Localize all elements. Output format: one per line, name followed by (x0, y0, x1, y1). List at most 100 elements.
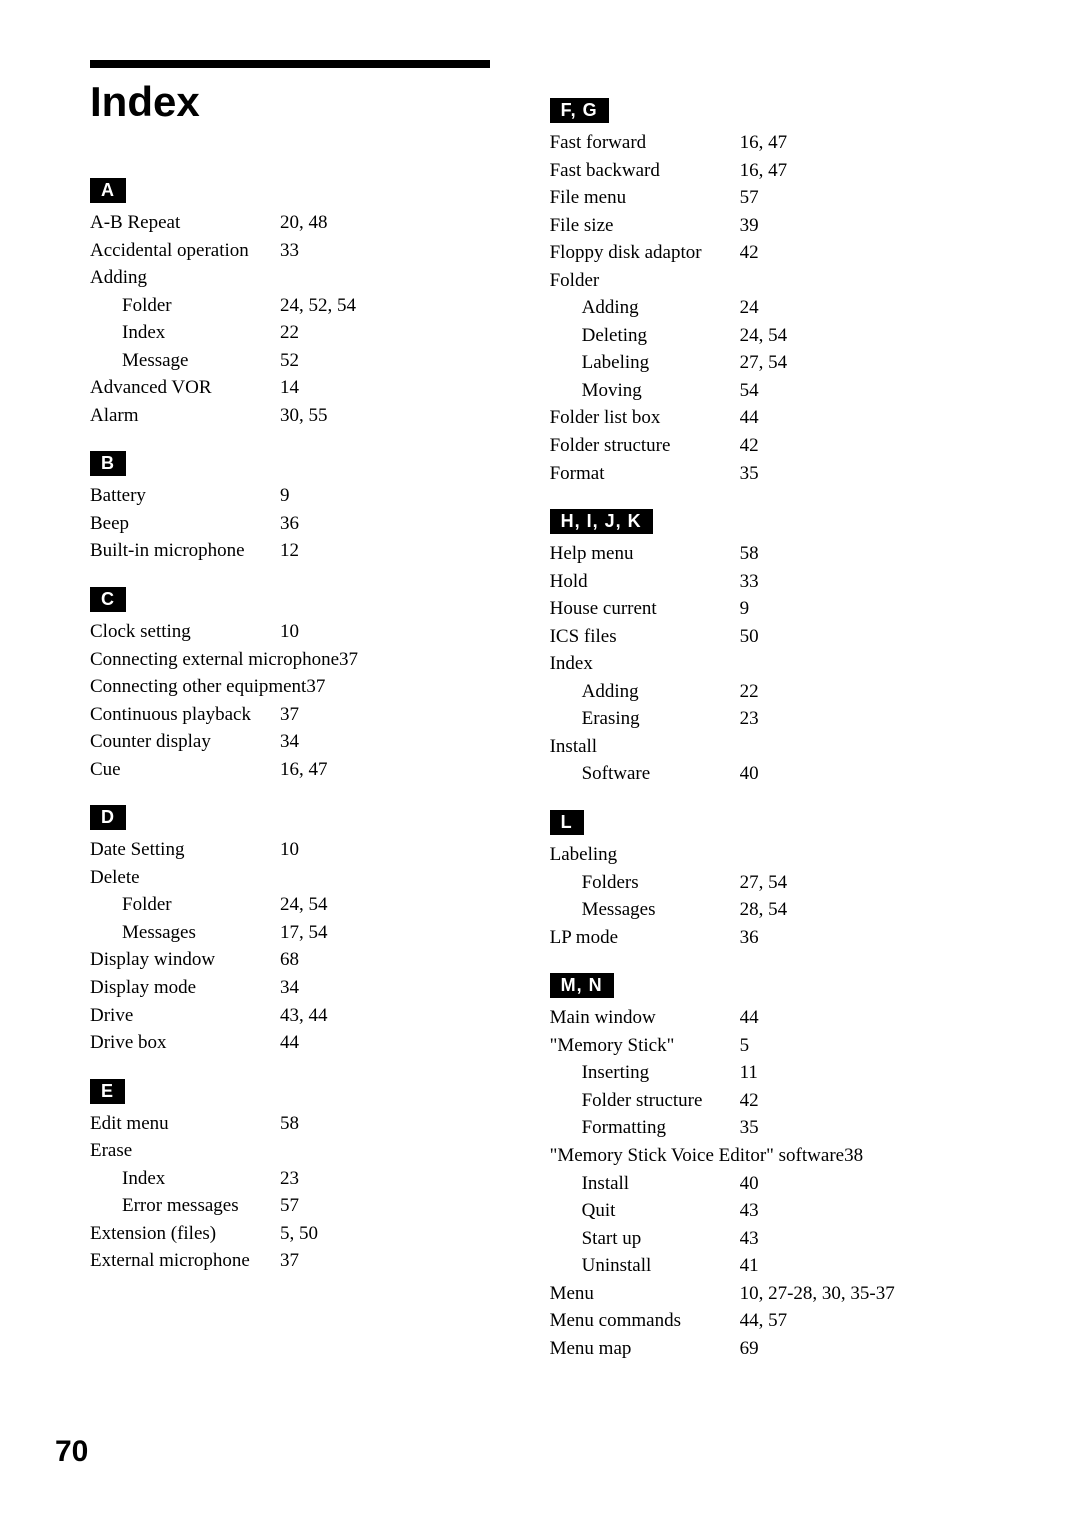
index-term: File size (550, 212, 740, 240)
index-term: Index (90, 1165, 280, 1193)
index-pages: 42 (740, 239, 759, 267)
index-entry: Adding24 (550, 294, 992, 322)
index-entry: A-B Repeat20, 48 (90, 209, 532, 237)
index-entry: Drive43, 44 (90, 1002, 532, 1030)
index-pages: 14 (280, 374, 299, 402)
index-term: Drive (90, 1002, 280, 1030)
index-term: Fast forward (550, 129, 740, 157)
index-pages: 52 (280, 347, 299, 375)
index-term: Fast backward (550, 157, 740, 185)
index-term: Adding (90, 264, 280, 292)
index-pages: 17, 54 (280, 919, 328, 947)
index-pages: 43 (740, 1197, 759, 1225)
index-pages: 22 (740, 678, 759, 706)
index-entry: Labeling27, 54 (550, 349, 992, 377)
index-pages: 43 (740, 1225, 759, 1253)
index-entry: Menu commands44, 57 (550, 1307, 992, 1335)
index-entry: Software40 (550, 760, 992, 788)
index-entry: Clock setting10 (90, 618, 532, 646)
index-term: Software (550, 760, 740, 788)
index-term: Alarm (90, 402, 280, 430)
index-pages: 69 (740, 1335, 759, 1363)
index-pages: 36 (740, 924, 759, 952)
index-term: "Memory Stick Voice Editor" software (550, 1142, 844, 1170)
index-term: Adding (550, 294, 740, 322)
index-entry: Folder (550, 267, 992, 295)
index-entry: Battery9 (90, 482, 532, 510)
index-term: External microphone (90, 1247, 280, 1275)
index-entry: Date Setting10 (90, 836, 532, 864)
index-pages: 24, 54 (280, 891, 328, 919)
index-term: Menu map (550, 1335, 740, 1363)
index-term: Inserting (550, 1059, 740, 1087)
index-pages: 37 (280, 1247, 299, 1275)
index-entry: Message52 (90, 347, 532, 375)
index-pages: 40 (740, 1170, 759, 1198)
index-entry: House current9 (550, 595, 992, 623)
index-pages: 37 (339, 646, 358, 674)
index-pages: 9 (280, 482, 290, 510)
index-entry: Cue16, 47 (90, 756, 532, 784)
index-term: Menu commands (550, 1307, 740, 1335)
index-term: Counter display (90, 728, 280, 756)
index-pages: 30, 55 (280, 402, 328, 430)
index-entry: Deleting24, 54 (550, 322, 992, 350)
index-entry: Beep36 (90, 510, 532, 538)
index-pages: 39 (740, 212, 759, 240)
index-entry: Connecting other equipment37 (90, 673, 532, 701)
index-term: Adding (550, 678, 740, 706)
index-entry: Messages17, 54 (90, 919, 532, 947)
index-entry: Index23 (90, 1165, 532, 1193)
section-letter: E (90, 1079, 125, 1104)
index-term: Labeling (550, 841, 740, 869)
index-entry: "Memory Stick"5 (550, 1032, 992, 1060)
index-entry: Accidental operation33 (90, 237, 532, 265)
index-entry: Menu map69 (550, 1335, 992, 1363)
index-term: LP mode (550, 924, 740, 952)
index-term: Accidental operation (90, 237, 280, 265)
index-entry: Display window68 (90, 946, 532, 974)
index-term: Folder (550, 267, 740, 295)
index-entry: Fast forward16, 47 (550, 129, 992, 157)
index-term: Start up (550, 1225, 740, 1253)
index-term: Moving (550, 377, 740, 405)
index-term: Messages (550, 896, 740, 924)
section-entries: Help menu58Hold33House current9ICS files… (550, 540, 992, 788)
index-term: Uninstall (550, 1252, 740, 1280)
index-pages: 35 (740, 1114, 759, 1142)
section-letter: L (550, 810, 584, 835)
index-column-right: F, GFast forward16, 47Fast backward16, 4… (550, 76, 992, 1362)
index-entry: Index (550, 650, 992, 678)
index-entry: Folder24, 52, 54 (90, 292, 532, 320)
index-entry: Folders27, 54 (550, 869, 992, 897)
index-entry: ICS files50 (550, 623, 992, 651)
index-pages: 44, 57 (740, 1307, 788, 1335)
index-pages: 5 (740, 1032, 750, 1060)
index-pages: 42 (740, 432, 759, 460)
index-entry: Drive box44 (90, 1029, 532, 1057)
index-entry: "Memory Stick Voice Editor" software38 (550, 1142, 992, 1170)
index-pages: 40 (740, 760, 759, 788)
section-letter: M, N (550, 973, 614, 998)
index-entry: Start up43 (550, 1225, 992, 1253)
index-term: Message (90, 347, 280, 375)
section-letter: C (90, 587, 126, 612)
index-term: Date Setting (90, 836, 280, 864)
section-letter: B (90, 451, 126, 476)
index-term: Delete (90, 864, 280, 892)
index-pages: 57 (740, 184, 759, 212)
section-entries: Edit menu58EraseIndex23Error messages57E… (90, 1110, 532, 1275)
index-pages: 22 (280, 319, 299, 347)
index-term: Erasing (550, 705, 740, 733)
index-entry: Built-in microphone12 (90, 537, 532, 565)
index-term: Format (550, 460, 740, 488)
index-pages: 9 (740, 595, 750, 623)
index-entry: Moving54 (550, 377, 992, 405)
index-term: Clock setting (90, 618, 280, 646)
section-entries: Clock setting10Connecting external micro… (90, 618, 532, 783)
index-term: Error messages (90, 1192, 280, 1220)
index-term: Built-in microphone (90, 537, 280, 565)
index-entry: Formatting35 (550, 1114, 992, 1142)
index-entry: LP mode36 (550, 924, 992, 952)
index-term: File menu (550, 184, 740, 212)
